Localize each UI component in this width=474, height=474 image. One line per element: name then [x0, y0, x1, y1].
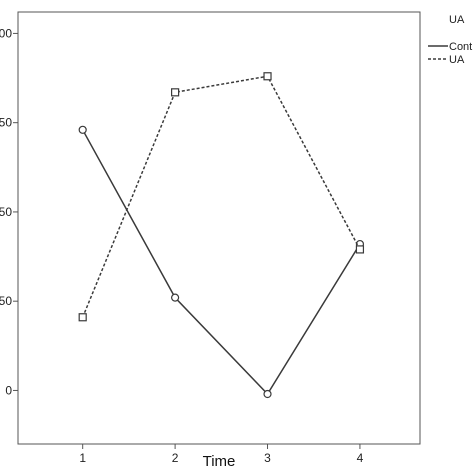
x-axis-title: Time [203, 453, 236, 470]
data-point-cont [171, 293, 180, 302]
data-point-ua [171, 88, 180, 97]
legend-label-cont: Cont [449, 41, 472, 53]
x-tick-label: 2 [172, 451, 179, 465]
legend: UA Cont UA [428, 14, 472, 66]
data-point-cont [263, 389, 272, 399]
data-point-cont [78, 125, 87, 134]
series-line-cont [82, 129, 361, 396]
y-tick-label: 50 [0, 205, 12, 219]
plot-area [17, 11, 421, 445]
x-tick-label: 1 [79, 451, 86, 465]
series-line-ua [81, 75, 361, 318]
y-tick-label: 50 [0, 294, 12, 308]
y-axis-ticks: 00 50 50 50 0 [0, 26, 18, 397]
x-tick-label: 3 [264, 451, 271, 465]
data-point-ua [355, 245, 365, 254]
data-point-ua [78, 313, 87, 322]
y-tick-label: 0 [5, 383, 12, 397]
y-tick-label: 00 [0, 26, 12, 40]
legend-label-ua: UA [449, 54, 465, 66]
data-point-ua [263, 72, 272, 81]
legend-title: UA [449, 14, 465, 26]
series-layer [78, 72, 365, 399]
x-axis-ticks: 1 2 3 4 [79, 444, 364, 465]
y-tick-label: 50 [0, 116, 12, 130]
x-tick-label: 4 [357, 451, 364, 465]
